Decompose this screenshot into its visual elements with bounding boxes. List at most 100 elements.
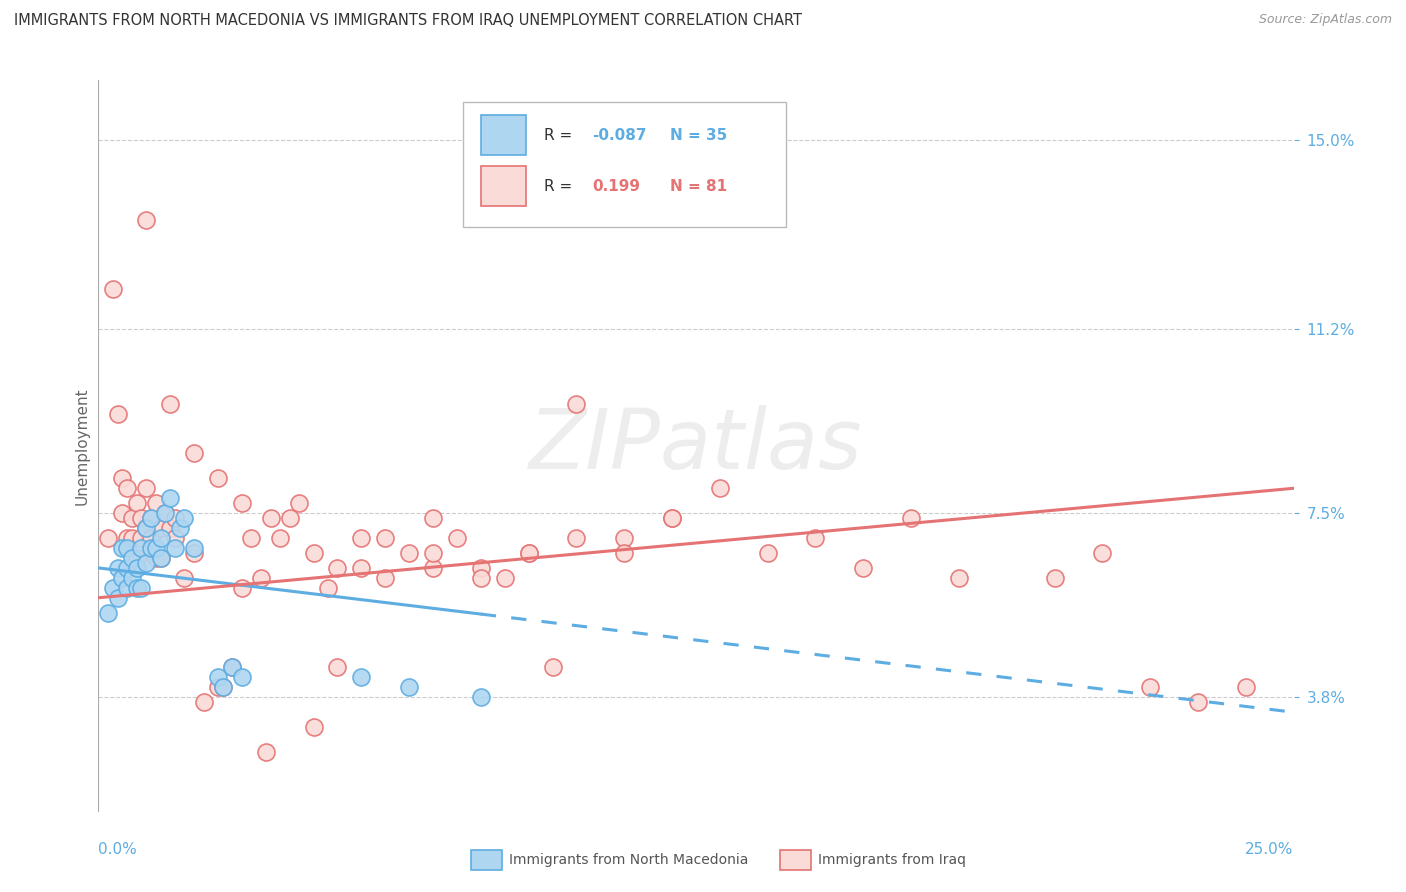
- Point: [135, 556, 157, 570]
- Point: [111, 506, 134, 520]
- Point: [494, 571, 516, 585]
- Point: [149, 531, 172, 545]
- Point: [97, 531, 120, 545]
- Point: [135, 521, 157, 535]
- FancyBboxPatch shape: [481, 115, 526, 155]
- Point: [159, 397, 181, 411]
- Point: [107, 561, 129, 575]
- Point: [231, 581, 253, 595]
- Point: [661, 511, 683, 525]
- Point: [541, 660, 564, 674]
- FancyBboxPatch shape: [463, 103, 786, 227]
- Point: [155, 506, 177, 520]
- Point: [1234, 681, 1257, 695]
- Point: [661, 511, 683, 525]
- Point: [211, 681, 233, 695]
- Point: [422, 511, 444, 525]
- Point: [107, 591, 129, 605]
- Point: [183, 446, 205, 460]
- Point: [470, 690, 492, 705]
- Point: [135, 212, 157, 227]
- Point: [101, 282, 124, 296]
- Point: [350, 670, 373, 684]
- Point: [517, 546, 540, 560]
- Text: 0.199: 0.199: [592, 178, 640, 194]
- Point: [259, 511, 281, 525]
- Point: [207, 681, 229, 695]
- Point: [97, 606, 120, 620]
- Point: [139, 531, 162, 545]
- Point: [125, 561, 148, 575]
- FancyBboxPatch shape: [481, 166, 526, 206]
- Point: [193, 695, 215, 709]
- Text: N = 81: N = 81: [669, 178, 727, 194]
- Point: [374, 571, 396, 585]
- Point: [125, 581, 148, 595]
- Point: [211, 681, 233, 695]
- Text: 25.0%: 25.0%: [1246, 841, 1294, 856]
- Text: Immigrants from North Macedonia: Immigrants from North Macedonia: [509, 853, 748, 867]
- Point: [121, 571, 143, 585]
- Point: [221, 660, 243, 674]
- Point: [115, 561, 138, 575]
- Point: [101, 581, 124, 595]
- Point: [398, 681, 420, 695]
- Point: [207, 471, 229, 485]
- Point: [613, 531, 636, 545]
- Point: [900, 511, 922, 525]
- Point: [121, 551, 143, 566]
- Point: [125, 551, 148, 566]
- Point: [302, 546, 325, 560]
- Text: R =: R =: [544, 128, 578, 143]
- Point: [115, 531, 138, 545]
- Point: [139, 511, 162, 525]
- Point: [145, 551, 167, 566]
- Point: [145, 541, 167, 555]
- Text: -0.087: -0.087: [592, 128, 647, 143]
- Point: [250, 571, 273, 585]
- Point: [207, 670, 229, 684]
- Point: [221, 660, 243, 674]
- Point: [135, 521, 157, 535]
- Point: [804, 531, 827, 545]
- Point: [111, 471, 134, 485]
- Point: [149, 551, 172, 566]
- Point: [159, 491, 181, 506]
- Point: [470, 571, 492, 585]
- Point: [852, 561, 875, 575]
- Point: [374, 531, 396, 545]
- Point: [169, 521, 191, 535]
- Point: [517, 546, 540, 560]
- Point: [278, 511, 301, 525]
- Point: [125, 496, 148, 510]
- Point: [422, 561, 444, 575]
- Point: [350, 561, 373, 575]
- Point: [145, 496, 167, 510]
- Point: [422, 546, 444, 560]
- Point: [948, 571, 970, 585]
- Point: [149, 521, 172, 535]
- Point: [107, 407, 129, 421]
- Point: [121, 511, 143, 525]
- Point: [111, 571, 134, 585]
- Text: Source: ZipAtlas.com: Source: ZipAtlas.com: [1258, 13, 1392, 27]
- Point: [565, 531, 588, 545]
- Point: [159, 521, 181, 535]
- Point: [254, 745, 277, 759]
- Point: [139, 541, 162, 555]
- Point: [115, 541, 138, 555]
- Point: [111, 541, 134, 555]
- Text: ZIPatlas: ZIPatlas: [529, 406, 863, 486]
- Point: [326, 660, 349, 674]
- Point: [163, 531, 186, 545]
- Point: [163, 511, 186, 525]
- Point: [173, 511, 195, 525]
- Point: [131, 531, 153, 545]
- Point: [131, 581, 153, 595]
- Point: [1187, 695, 1209, 709]
- Point: [115, 481, 138, 495]
- Point: [446, 531, 468, 545]
- Point: [1043, 571, 1066, 585]
- Point: [231, 670, 253, 684]
- Point: [613, 546, 636, 560]
